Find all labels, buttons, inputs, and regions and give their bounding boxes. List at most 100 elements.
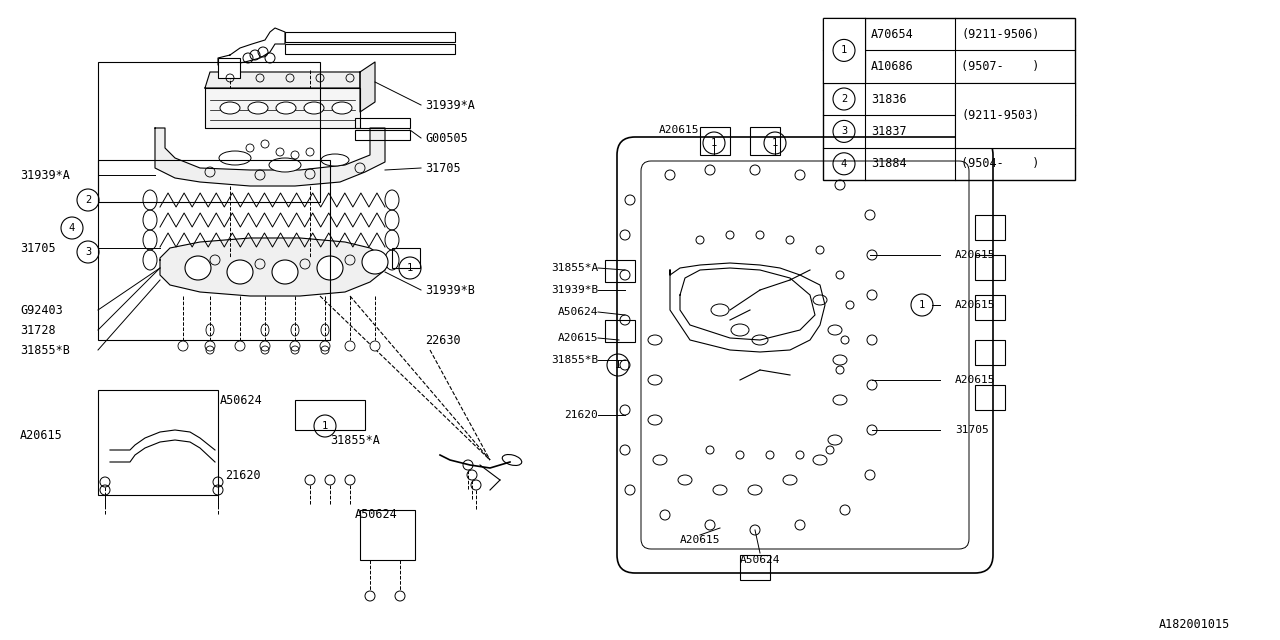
Ellipse shape	[248, 102, 268, 114]
Circle shape	[320, 341, 330, 351]
Bar	[285, 32, 454, 42]
Text: 31855*B: 31855*B	[20, 344, 70, 356]
Bar	[700, 127, 730, 155]
Ellipse shape	[227, 260, 253, 284]
Bar	[605, 320, 635, 342]
Polygon shape	[205, 88, 360, 128]
Bar	[392, 248, 420, 268]
Circle shape	[346, 341, 355, 351]
Bar	[99, 160, 330, 340]
Bar	[605, 260, 635, 282]
Text: G92403: G92403	[20, 303, 63, 317]
Text: 31837: 31837	[870, 125, 906, 138]
Bar	[975, 255, 1005, 280]
Text: 31705: 31705	[20, 241, 55, 255]
Text: 31855*A: 31855*A	[330, 433, 380, 447]
Ellipse shape	[317, 256, 343, 280]
Text: 1: 1	[614, 360, 621, 370]
Text: 31884: 31884	[870, 157, 906, 170]
Text: 22630: 22630	[425, 333, 461, 346]
Text: A50624: A50624	[740, 555, 781, 565]
Text: 1: 1	[710, 138, 717, 148]
Ellipse shape	[220, 102, 241, 114]
Text: 2: 2	[841, 94, 847, 104]
Ellipse shape	[219, 151, 251, 165]
Bar	[975, 215, 1005, 240]
Bar	[955, 83, 1075, 148]
Circle shape	[205, 341, 215, 351]
Ellipse shape	[305, 102, 324, 114]
Text: A20615: A20615	[659, 125, 699, 135]
Text: A10686: A10686	[870, 60, 914, 73]
Text: 31939*B: 31939*B	[425, 284, 475, 296]
Polygon shape	[160, 238, 385, 296]
Polygon shape	[360, 62, 375, 112]
Text: A20615: A20615	[955, 375, 996, 385]
Text: 3: 3	[841, 127, 847, 136]
Bar	[975, 340, 1005, 365]
Text: (9507-    ): (9507- )	[961, 60, 1039, 73]
Text: A20615: A20615	[680, 535, 721, 545]
Ellipse shape	[269, 158, 301, 172]
Bar	[975, 385, 1005, 410]
Text: A182001015: A182001015	[1158, 618, 1230, 632]
Text: 3: 3	[84, 247, 91, 257]
Circle shape	[178, 341, 188, 351]
Bar	[218, 58, 241, 78]
Text: 1: 1	[772, 138, 778, 148]
Bar	[355, 130, 410, 140]
Bar	[823, 18, 1075, 180]
Text: (9504-    ): (9504- )	[961, 157, 1039, 170]
Text: 1: 1	[841, 45, 847, 56]
Ellipse shape	[276, 102, 296, 114]
Text: 4: 4	[841, 159, 847, 169]
Text: (9211-9506): (9211-9506)	[961, 28, 1039, 41]
Text: 31705: 31705	[955, 425, 988, 435]
Text: 31939*B: 31939*B	[550, 285, 598, 295]
Text: 1: 1	[321, 421, 328, 431]
Circle shape	[260, 341, 270, 351]
Bar	[955, 83, 1075, 148]
Bar	[294, 400, 365, 430]
Bar	[360, 510, 415, 560]
Text: 21620: 21620	[225, 468, 261, 481]
Circle shape	[370, 341, 380, 351]
Text: A20615: A20615	[955, 250, 996, 260]
Bar	[823, 18, 865, 83]
Bar	[99, 62, 320, 202]
Text: A50624: A50624	[355, 509, 398, 522]
Text: 21620: 21620	[564, 410, 598, 420]
Text: 31855*A: 31855*A	[550, 263, 598, 273]
Ellipse shape	[273, 260, 298, 284]
Ellipse shape	[321, 154, 349, 166]
Circle shape	[291, 341, 300, 351]
Bar	[740, 555, 771, 580]
Bar	[823, 18, 865, 83]
Text: A70654: A70654	[870, 28, 914, 41]
Text: 2: 2	[84, 195, 91, 205]
Text: 4: 4	[69, 223, 76, 233]
Ellipse shape	[362, 250, 388, 274]
Text: 31836: 31836	[870, 93, 906, 106]
Text: A20615: A20615	[558, 333, 598, 343]
Bar	[355, 118, 410, 128]
Text: 31855*B: 31855*B	[550, 355, 598, 365]
Text: A50624: A50624	[220, 394, 262, 406]
Ellipse shape	[332, 102, 352, 114]
Bar	[99, 390, 218, 495]
Text: 31939*A: 31939*A	[425, 99, 475, 111]
Polygon shape	[218, 28, 285, 65]
Text: A20615: A20615	[20, 429, 63, 442]
Text: (9211-9503): (9211-9503)	[961, 109, 1039, 122]
FancyBboxPatch shape	[617, 137, 993, 573]
Bar	[975, 295, 1005, 320]
Bar	[750, 127, 780, 155]
Polygon shape	[155, 128, 385, 186]
Text: 31705: 31705	[425, 161, 461, 175]
Text: A50624: A50624	[558, 307, 598, 317]
Polygon shape	[205, 72, 360, 88]
Text: 1: 1	[919, 300, 925, 310]
Text: 31939*A: 31939*A	[20, 168, 70, 182]
Circle shape	[236, 341, 244, 351]
Text: G00505: G00505	[425, 131, 467, 145]
